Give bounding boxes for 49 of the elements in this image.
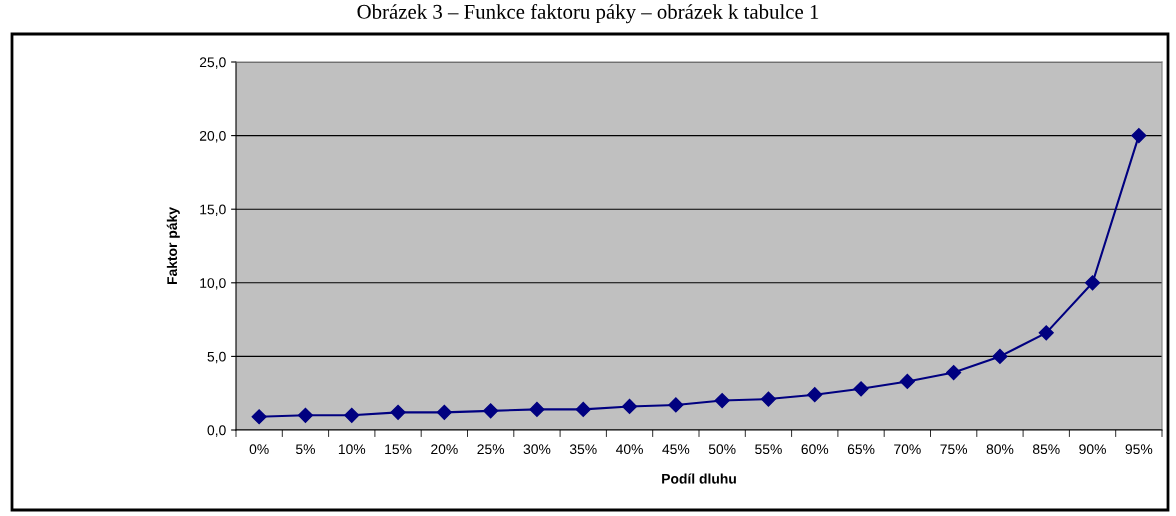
x-tick-label: 85% (1032, 444, 1060, 455)
x-tick-label: 95% (1125, 444, 1153, 455)
y-tick-label: 5,0 (207, 351, 226, 364)
chart-title: Obrázek 3 – Funkce faktoru páky – obrázek k tabulce 1 (357, 4, 819, 24)
x-tick-label: 55% (755, 444, 782, 455)
x-tick-label: 50% (708, 444, 736, 455)
point (1084, 275, 1101, 291)
point (899, 373, 915, 389)
y-tick-label: 15,0 (200, 204, 226, 217)
point (853, 381, 869, 397)
x-tick-label: 60% (801, 444, 829, 455)
point (621, 398, 638, 415)
point (946, 365, 962, 381)
y-tick-label: 20,0 (199, 130, 226, 143)
point (251, 409, 267, 425)
point (297, 407, 314, 423)
x-tick-label: 20% (431, 444, 458, 455)
x-tick-label: 75% (940, 444, 968, 455)
point (714, 392, 730, 409)
x-tick-label: 80% (986, 444, 1014, 455)
point (344, 407, 360, 423)
point (1038, 325, 1054, 341)
point (483, 403, 499, 419)
x-axis-title: Podíl dluhu (662, 473, 736, 484)
x-tick-label: 35% (569, 444, 597, 455)
x-tick-label: 15% (385, 444, 412, 455)
y-tick-label: 0,0 (207, 425, 226, 437)
x-tick-label: 65% (847, 444, 875, 455)
point (760, 391, 777, 407)
x-tick-label: 90% (1079, 444, 1106, 455)
y-tick-label: 25,0 (199, 57, 226, 69)
x-tick-label: 45% (662, 444, 690, 455)
x-tick-label: 70% (894, 444, 921, 455)
x-tick-label: 40% (615, 444, 643, 455)
point (668, 397, 684, 413)
x-tick-label: 25% (477, 444, 505, 455)
point (529, 401, 545, 417)
point (992, 348, 1008, 364)
x-tick-label: 10% (338, 444, 366, 455)
point (436, 404, 452, 420)
y-axis-title: Faktor páky (166, 207, 180, 285)
point (1131, 128, 1147, 144)
y-tick-label: 10,0 (200, 278, 226, 290)
x-tick-label: 30% (523, 444, 551, 455)
x-tick-label: 0% (249, 444, 269, 455)
point (575, 401, 591, 417)
point (390, 404, 406, 420)
x-tick-label: 5% (295, 444, 315, 455)
point (807, 387, 823, 403)
